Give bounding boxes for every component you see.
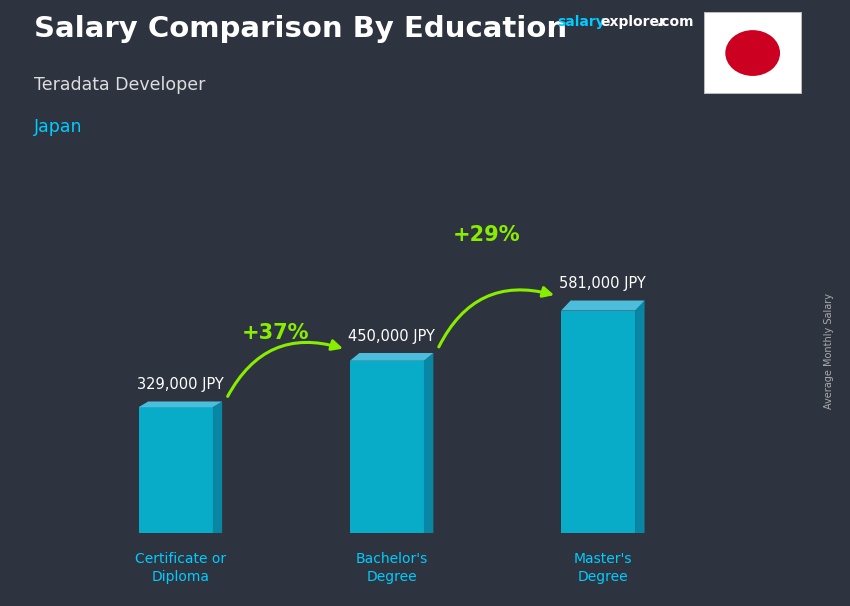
Polygon shape [635, 301, 644, 533]
Text: +29%: +29% [453, 225, 520, 245]
Bar [350, 361, 424, 533]
Text: Master's
Degree: Master's Degree [574, 552, 632, 584]
Text: 450,000 JPY: 450,000 JPY [348, 328, 435, 344]
Bar [561, 310, 635, 533]
Text: 581,000 JPY: 581,000 JPY [559, 276, 646, 291]
Bar [139, 407, 212, 533]
FancyArrowPatch shape [228, 341, 340, 396]
Polygon shape [139, 401, 222, 407]
Text: Certificate or
Diploma: Certificate or Diploma [135, 552, 226, 584]
Text: salary: salary [557, 15, 604, 29]
Text: .com: .com [656, 15, 694, 29]
Circle shape [725, 30, 780, 76]
Text: Teradata Developer: Teradata Developer [34, 76, 206, 94]
Text: 329,000 JPY: 329,000 JPY [137, 377, 224, 392]
Polygon shape [350, 353, 434, 361]
Polygon shape [561, 301, 644, 310]
FancyArrowPatch shape [439, 288, 551, 347]
Text: Japan: Japan [34, 118, 82, 136]
Text: Average Monthly Salary: Average Monthly Salary [824, 293, 834, 410]
Text: Bachelor's
Degree: Bachelor's Degree [355, 552, 428, 584]
Text: +37%: +37% [241, 323, 309, 343]
Polygon shape [424, 353, 434, 533]
Polygon shape [212, 401, 222, 533]
Text: explorer: explorer [600, 15, 666, 29]
Text: Salary Comparison By Education: Salary Comparison By Education [34, 15, 567, 43]
